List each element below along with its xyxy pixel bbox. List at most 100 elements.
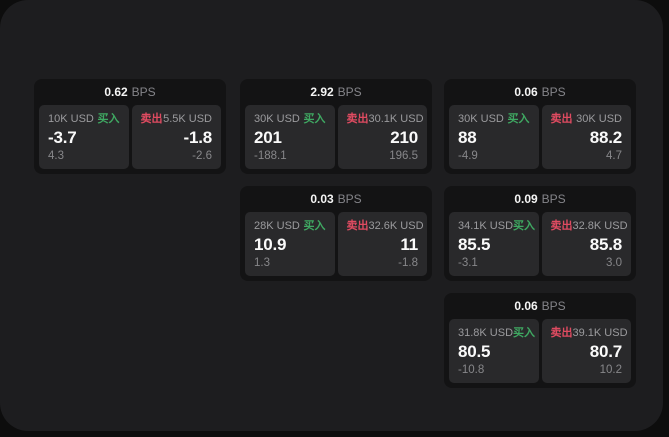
bps-header: 0.06 BPS (444, 79, 636, 105)
buy-side-label: 买入 (507, 113, 530, 125)
buy-sub-value: 1.3 (254, 257, 270, 269)
sell-price: -1.8 (183, 127, 213, 147)
bps-header: 0.62 BPS (34, 79, 226, 105)
quote-panels: 31.8K USD 买入 80.5 -10.8 卖出 39.1K USD 80.… (444, 319, 636, 388)
quote-panels: 30K USD 买入 201 -188.1 卖出 30.1K USD 210 1… (240, 105, 432, 174)
sell-price: 11 (400, 234, 418, 254)
quote-panels: 28K USD 买入 10.9 1.3 卖出 32.6K USD 11 -1.8 (240, 212, 432, 281)
bps-value: 0.06 (514, 85, 538, 99)
sell-panel[interactable]: 卖出 32.8K USD 85.8 3.0 (541, 212, 631, 276)
sell-side-label: 卖出 (346, 113, 369, 125)
buy-side-label: 买入 (97, 113, 120, 125)
quote-panels: 30K USD 买入 88 -4.9 卖出 30K USD 88.2 4.7 (444, 105, 636, 174)
sell-amount: 32.6K USD (368, 220, 424, 232)
sell-price: 210 (390, 127, 418, 147)
buy-side-label: 买入 (303, 113, 326, 125)
sell-price: 88.2 (589, 127, 622, 147)
bps-value: 0.62 (104, 85, 128, 99)
quote-card-4: 0.09 BPS 34.1K USD 买入 85.5 -3.1 卖出 32.8K… (444, 186, 636, 281)
bps-unit-label: BPS (541, 192, 566, 206)
sell-panel[interactable]: 卖出 32.6K USD 11 -1.8 (337, 212, 427, 276)
quote-card-1: 2.92 BPS 30K USD 买入 201 -188.1 卖出 30.1K … (240, 79, 432, 174)
buy-amount: 10K USD (48, 113, 94, 125)
sell-label-row: 卖出 39.1K USD (550, 327, 628, 339)
sell-panel[interactable]: 卖出 5.5K USD -1.8 -2.6 (131, 105, 221, 169)
sell-amount: 30K USD (576, 113, 622, 125)
sell-amount: 30.1K USD (368, 113, 424, 125)
sell-panel[interactable]: 卖出 39.1K USD 80.7 10.2 (541, 319, 631, 383)
buy-side-label: 买入 (513, 220, 536, 232)
buy-side-label: 买入 (513, 327, 536, 339)
buy-price: 80.5 (458, 341, 491, 361)
sell-label-row: 卖出 30.1K USD (346, 113, 424, 125)
buy-panel[interactable]: 34.1K USD 买入 85.5 -3.1 (449, 212, 539, 276)
buy-panel[interactable]: 30K USD 买入 201 -188.1 (245, 105, 335, 169)
buy-amount: 28K USD (254, 220, 300, 232)
app-window: 0.62 BPS 10K USD 买入 -3.7 4.3 卖出 5.5K USD… (0, 0, 663, 431)
sell-side-label: 卖出 (140, 113, 163, 125)
buy-price: 10.9 (254, 234, 287, 254)
bps-header: 2.92 BPS (240, 79, 432, 105)
bps-unit-label: BPS (337, 85, 362, 99)
quote-card-5: 0.06 BPS 31.8K USD 买入 80.5 -10.8 卖出 39.1… (444, 293, 636, 388)
quote-panels: 10K USD 买入 -3.7 4.3 卖出 5.5K USD -1.8 -2.… (34, 105, 226, 174)
sell-sub-value: 196.5 (389, 150, 418, 162)
buy-sub-value: -188.1 (254, 150, 287, 162)
bps-unit-label: BPS (337, 192, 362, 206)
sell-sub-value: 4.7 (606, 150, 622, 162)
quote-panels: 34.1K USD 买入 85.5 -3.1 卖出 32.8K USD 85.8… (444, 212, 636, 281)
bps-value: 0.06 (514, 299, 538, 313)
sell-price: 80.7 (589, 341, 622, 361)
bps-unit-label: BPS (541, 85, 566, 99)
bps-header: 0.03 BPS (240, 186, 432, 212)
buy-panel[interactable]: 30K USD 买入 88 -4.9 (449, 105, 539, 169)
buy-label-row: 34.1K USD 买入 (458, 220, 535, 232)
buy-price: 85.5 (458, 234, 491, 254)
sell-amount: 5.5K USD (163, 113, 212, 125)
sell-sub-value: 10.2 (599, 364, 622, 376)
buy-amount: 30K USD (458, 113, 504, 125)
bps-header: 0.06 BPS (444, 293, 636, 319)
buy-label-row: 10K USD 买入 (48, 113, 120, 125)
buy-sub-value: -4.9 (458, 150, 478, 162)
bps-value: 0.09 (514, 192, 538, 206)
buy-price: -3.7 (48, 127, 77, 147)
buy-sub-value: 4.3 (48, 150, 64, 162)
buy-panel[interactable]: 31.8K USD 买入 80.5 -10.8 (449, 319, 539, 383)
sell-label-row: 卖出 5.5K USD (141, 113, 213, 125)
sell-amount: 39.1K USD (572, 327, 628, 339)
sell-panel[interactable]: 卖出 30K USD 88.2 4.7 (541, 105, 631, 169)
quote-card-3: 0.03 BPS 28K USD 买入 10.9 1.3 卖出 32.6K US… (240, 186, 432, 281)
buy-sub-value: -3.1 (458, 257, 478, 269)
buy-label-row: 30K USD 买入 (254, 113, 326, 125)
sell-label-row: 卖出 32.8K USD (551, 220, 628, 232)
quote-card-2: 0.06 BPS 30K USD 买入 88 -4.9 卖出 30K USD 8… (444, 79, 636, 174)
buy-side-label: 买入 (303, 220, 326, 232)
buy-label-row: 30K USD 买入 (458, 113, 530, 125)
sell-side-label: 卖出 (550, 327, 573, 339)
bps-value: 2.92 (310, 85, 334, 99)
buy-price: 201 (254, 127, 282, 147)
sell-sub-value: 3.0 (606, 257, 622, 269)
sell-sub-value: -2.6 (192, 150, 212, 162)
bps-unit-label: BPS (541, 299, 566, 313)
buy-amount: 34.1K USD (458, 220, 514, 232)
buy-price: 88 (458, 127, 477, 147)
buy-label-row: 28K USD 买入 (254, 220, 326, 232)
buy-sub-value: -10.8 (458, 364, 485, 376)
quote-card-0: 0.62 BPS 10K USD 买入 -3.7 4.3 卖出 5.5K USD… (34, 79, 226, 174)
bps-value: 0.03 (310, 192, 334, 206)
sell-price: 85.8 (589, 234, 622, 254)
sell-label-row: 卖出 32.6K USD (347, 220, 424, 232)
sell-side-label: 卖出 (550, 113, 573, 125)
buy-panel[interactable]: 28K USD 买入 10.9 1.3 (245, 212, 335, 276)
buy-panel[interactable]: 10K USD 买入 -3.7 4.3 (39, 105, 129, 169)
sell-panel[interactable]: 卖出 30.1K USD 210 196.5 (337, 105, 427, 169)
bps-unit-label: BPS (131, 85, 156, 99)
sell-label-row: 卖出 30K USD (551, 113, 623, 125)
bps-header: 0.09 BPS (444, 186, 636, 212)
buy-label-row: 31.8K USD 买入 (458, 327, 535, 339)
buy-amount: 30K USD (254, 113, 300, 125)
buy-amount: 31.8K USD (458, 327, 514, 339)
sell-amount: 32.8K USD (572, 220, 628, 232)
